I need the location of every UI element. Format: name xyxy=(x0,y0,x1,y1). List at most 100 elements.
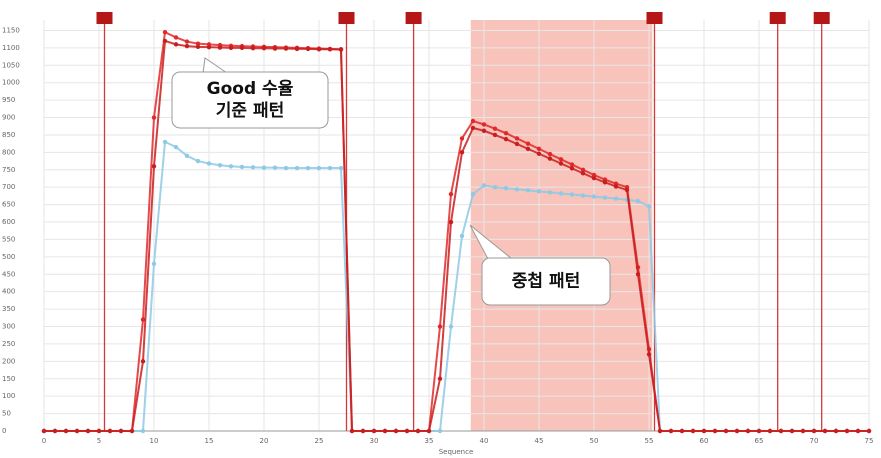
point xyxy=(459,150,465,155)
marker-flag xyxy=(813,12,830,24)
point xyxy=(591,175,597,181)
point xyxy=(525,188,531,193)
point xyxy=(646,204,652,209)
point xyxy=(283,165,289,171)
point xyxy=(613,196,619,201)
point xyxy=(239,45,245,51)
point xyxy=(833,428,839,434)
point xyxy=(525,146,531,152)
y-tick-label: 800 xyxy=(2,148,15,156)
y-tick-label: 550 xyxy=(2,235,15,243)
point xyxy=(272,165,278,170)
point xyxy=(217,163,223,168)
x-tick-label: 40 xyxy=(480,437,489,445)
point xyxy=(712,428,718,434)
point xyxy=(668,428,674,434)
point xyxy=(63,428,69,434)
point xyxy=(151,164,157,169)
point xyxy=(470,118,476,124)
point xyxy=(294,46,300,52)
point xyxy=(514,141,520,147)
point xyxy=(569,192,575,197)
point xyxy=(184,153,190,159)
x-tick-label: 20 xyxy=(260,437,269,445)
point xyxy=(195,158,201,164)
point xyxy=(415,428,421,434)
x-tick-label: 65 xyxy=(755,437,764,445)
point xyxy=(547,190,553,195)
point xyxy=(195,44,201,50)
point xyxy=(536,189,542,194)
callout-box xyxy=(481,257,611,306)
point xyxy=(118,428,124,434)
point xyxy=(338,47,344,52)
point xyxy=(305,165,311,171)
point xyxy=(514,187,520,192)
point xyxy=(448,324,454,329)
point xyxy=(129,428,135,434)
series-line xyxy=(44,30,869,432)
annotation: 기준 패턴 xyxy=(216,101,284,121)
point xyxy=(162,29,168,35)
x-tick-label: 55 xyxy=(645,437,654,445)
point xyxy=(822,428,828,434)
point xyxy=(723,428,729,434)
point xyxy=(569,162,575,167)
point xyxy=(602,195,608,200)
point xyxy=(800,428,806,434)
point xyxy=(657,428,663,434)
y-tick-label: 400 xyxy=(2,288,15,296)
point xyxy=(173,42,179,47)
point xyxy=(756,428,762,434)
point xyxy=(734,428,740,434)
series-line xyxy=(44,39,869,432)
point xyxy=(503,186,509,191)
point xyxy=(74,428,80,434)
point xyxy=(646,352,652,357)
point xyxy=(140,428,146,434)
point xyxy=(811,428,817,434)
x-axis-label: Sequence xyxy=(439,448,474,456)
point xyxy=(580,193,586,198)
point xyxy=(569,166,575,171)
point xyxy=(140,317,146,322)
x-tick-label: 25 xyxy=(315,437,324,445)
point xyxy=(173,35,179,40)
point xyxy=(382,428,388,434)
point xyxy=(635,198,641,204)
point xyxy=(52,428,58,434)
y-tick-label: 850 xyxy=(2,131,15,139)
point xyxy=(778,428,784,434)
point xyxy=(679,428,685,434)
point xyxy=(580,171,586,176)
point xyxy=(404,428,410,434)
point xyxy=(206,44,212,50)
point xyxy=(536,146,542,152)
point xyxy=(184,39,190,44)
point xyxy=(228,164,234,169)
point xyxy=(85,428,91,434)
annotation: 중첩 패턴 xyxy=(512,271,580,292)
point xyxy=(690,428,696,434)
y-tick-label: 950 xyxy=(2,96,15,104)
marker-flag xyxy=(769,12,786,24)
y-tick-label: 1050 xyxy=(2,61,20,69)
point xyxy=(107,428,113,434)
y-tick-label: 250 xyxy=(2,340,15,348)
point xyxy=(591,172,597,178)
point xyxy=(536,151,542,156)
point xyxy=(470,191,476,197)
point xyxy=(228,45,234,51)
point xyxy=(514,136,520,141)
point xyxy=(261,165,267,170)
x-tick-label: 70 xyxy=(810,437,819,445)
y-tick-label: 750 xyxy=(2,166,15,174)
y-tick-label: 600 xyxy=(2,218,15,226)
point xyxy=(481,122,487,127)
y-tick-label: 700 xyxy=(2,183,15,191)
point xyxy=(250,165,256,170)
point xyxy=(547,156,553,161)
point xyxy=(745,428,751,434)
point xyxy=(151,115,157,120)
